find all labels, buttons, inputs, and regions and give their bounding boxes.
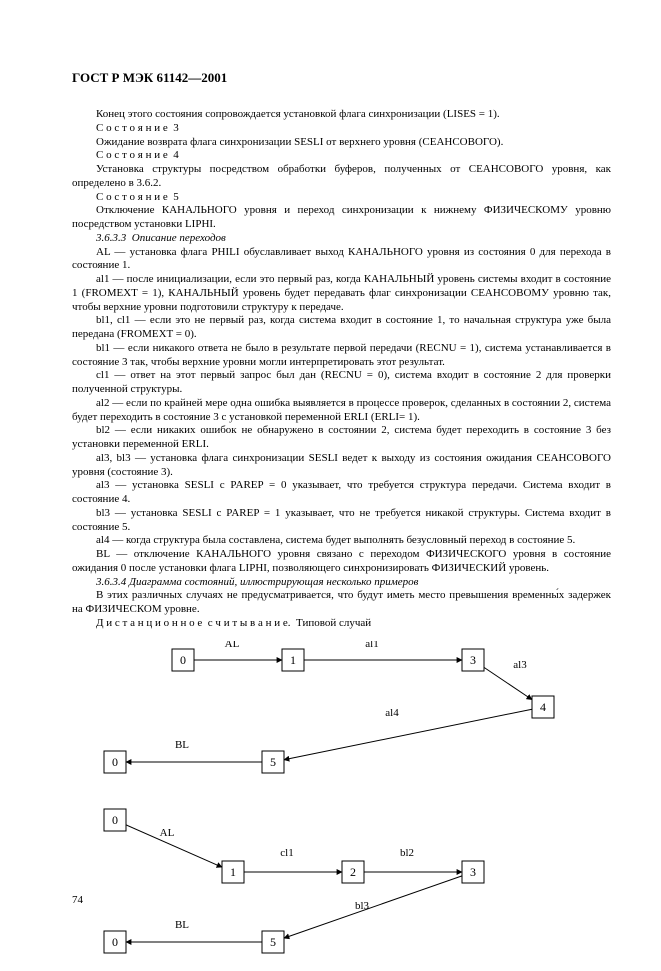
svg-text:2: 2 bbox=[350, 865, 356, 879]
para: Установка структуры посредством обработк… bbox=[72, 163, 611, 191]
svg-text:al3: al3 bbox=[513, 659, 527, 671]
para: Отключение КАНАЛЬНОГО уровня и переход с… bbox=[72, 204, 611, 232]
svg-text:3: 3 bbox=[470, 865, 476, 879]
para: al4 — когда структура была составлена, с… bbox=[72, 534, 611, 548]
svg-text:5: 5 bbox=[270, 755, 276, 769]
svg-text:cl1: cl1 bbox=[280, 847, 293, 859]
para: bl3 — установка SESLI с PAREP = 1 указыв… bbox=[72, 507, 611, 535]
svg-text:5: 5 bbox=[270, 935, 276, 949]
state-label: С о с т о я н и е 4 bbox=[72, 149, 611, 163]
svg-text:0: 0 bbox=[180, 653, 186, 667]
para: cl1 — ответ на этот первый запрос был да… bbox=[72, 369, 611, 397]
svg-text:0: 0 bbox=[112, 935, 118, 949]
svg-text:1: 1 bbox=[290, 653, 296, 667]
para: Ожидание возврата флага синхронизации SE… bbox=[72, 136, 611, 150]
svg-text:bl2: bl2 bbox=[400, 847, 414, 859]
para: BL — отключение КАНАЛЬНОГО уровня связан… bbox=[72, 548, 611, 576]
svg-text:BL: BL bbox=[175, 919, 189, 931]
svg-text:3: 3 bbox=[470, 653, 476, 667]
diagram-2: 0 1 2 3 0 5 AL cl1 bl2 bl3 BL bbox=[72, 801, 611, 971]
svg-text:bl3: bl3 bbox=[355, 900, 370, 912]
para: bl1, cl1 — если это не первый раз, когда… bbox=[72, 314, 611, 342]
diagram-1: 0 1 3 4 0 5 AL al1 al3 al4 BL bbox=[72, 641, 611, 791]
svg-text:al4: al4 bbox=[385, 707, 399, 719]
page-number: 74 bbox=[72, 894, 83, 906]
state-label: С о с т о я н и е 3 bbox=[72, 122, 611, 136]
page: ГОСТ Р МЭК 61142—2001 Конец этого состоя… bbox=[0, 0, 661, 936]
svg-text:AL: AL bbox=[225, 641, 240, 650]
para: AL — установка флага PHILI обуславливает… bbox=[72, 246, 611, 274]
para: bl1 — если никакого ответа не было в рез… bbox=[72, 342, 611, 370]
para: al3, bl3 — установка флага синхронизации… bbox=[72, 452, 611, 480]
para: al1 — после инициализации, если это перв… bbox=[72, 273, 611, 314]
doc-header: ГОСТ Р МЭК 61142—2001 bbox=[72, 70, 611, 86]
body-text: Конец этого состояния сопровождается уст… bbox=[72, 108, 611, 631]
para: Конец этого состояния сопровождается уст… bbox=[72, 108, 611, 122]
svg-text:BL: BL bbox=[175, 739, 189, 751]
svg-text:1: 1 bbox=[230, 865, 236, 879]
state-label: С о с т о я н и е 5 bbox=[72, 191, 611, 205]
para: al2 — если по крайней мере одна ошибка в… bbox=[72, 397, 611, 425]
svg-text:al1: al1 bbox=[365, 641, 378, 650]
svg-text:4: 4 bbox=[540, 700, 546, 714]
para: 3.6.3.3 Описание переходов bbox=[72, 232, 611, 246]
svg-text:AL: AL bbox=[160, 827, 175, 839]
svg-text:0: 0 bbox=[112, 755, 118, 769]
subtitle: Д и с т а н ц и о н н о е с ч и т ы в а … bbox=[72, 617, 611, 631]
para: bl2 — если никаких ошибок не обнаружено … bbox=[72, 424, 611, 452]
para: al3 — установка SESLI с PAREP = 0 указыв… bbox=[72, 479, 611, 507]
para: В этих различных случаях не предусматрив… bbox=[72, 589, 611, 617]
svg-text:0: 0 bbox=[112, 813, 118, 827]
para: 3.6.3.4 Диаграмма состояний, иллюстрирую… bbox=[72, 576, 611, 590]
